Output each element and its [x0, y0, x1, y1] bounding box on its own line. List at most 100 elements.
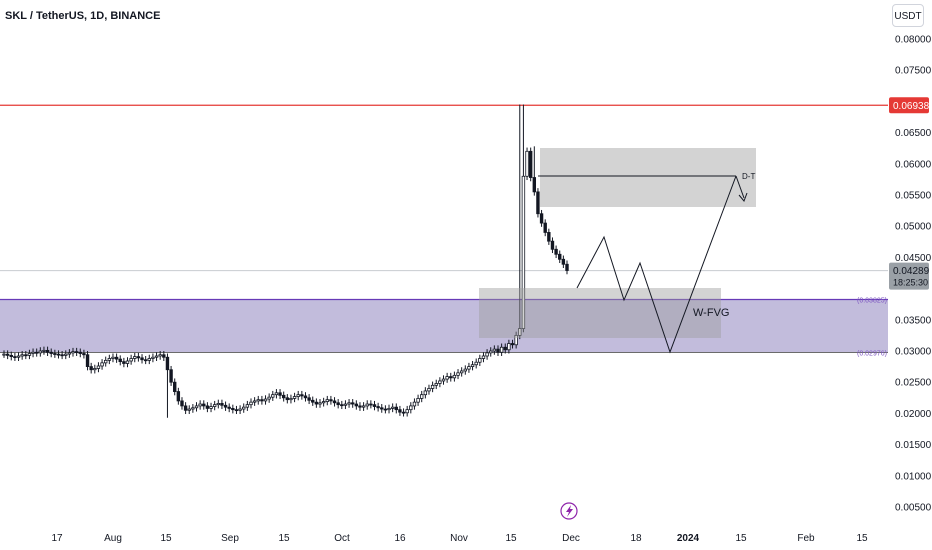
candle [427, 384, 431, 395]
candle [249, 398, 253, 409]
candle-body [220, 403, 224, 406]
candle-body [49, 351, 53, 354]
candle [521, 104, 526, 333]
candle [16, 352, 21, 361]
candle-body [478, 358, 482, 363]
candle-body [223, 404, 228, 408]
candle-body [365, 403, 369, 407]
y-tick-label: 0.02000 [895, 409, 932, 420]
x-tick-label: Aug [104, 533, 122, 544]
candle-body [492, 348, 497, 352]
candle [325, 395, 329, 406]
candle-body [314, 401, 319, 405]
x-tick-label: Nov [450, 533, 468, 544]
candle-body [187, 408, 191, 411]
candle-body [122, 361, 126, 364]
candle-body [118, 358, 122, 363]
candle-body [430, 384, 435, 389]
candle [452, 371, 457, 382]
candle [547, 228, 551, 245]
candle [96, 362, 101, 373]
candle [56, 350, 61, 359]
candle [238, 405, 242, 415]
candle [165, 353, 170, 418]
candle [71, 347, 75, 357]
candle-body [74, 351, 79, 354]
candle [143, 355, 148, 365]
candle-body [565, 263, 569, 271]
candle-body [438, 380, 442, 384]
candle [332, 397, 337, 407]
candle-body [281, 394, 286, 399]
candle [449, 372, 453, 382]
candle [154, 352, 159, 361]
candle-body [452, 374, 457, 379]
candle [361, 402, 366, 411]
candle-body [332, 400, 337, 404]
candle [223, 401, 228, 411]
candle [558, 250, 562, 264]
candle [358, 402, 362, 411]
candle [470, 360, 475, 371]
candle-body [104, 359, 108, 364]
lightning-icon-glyph [566, 505, 573, 517]
x-tick-label: 15 [856, 533, 868, 544]
candle [365, 400, 369, 410]
candle-body [532, 177, 537, 193]
candle-body [507, 343, 511, 351]
zones-layer [0, 104, 888, 353]
candle-body [285, 397, 290, 401]
candle [401, 408, 406, 417]
candle [212, 400, 217, 411]
candle-body [96, 365, 101, 369]
candle-body [405, 409, 409, 414]
arrow-shaft [735, 175, 745, 199]
candle-body [227, 406, 231, 409]
candle [42, 346, 46, 355]
candle-body [321, 401, 326, 404]
currency-button[interactable]: USDT [892, 4, 924, 27]
candle [209, 402, 213, 413]
candle [2, 350, 6, 358]
candle-body [561, 258, 566, 265]
candle-body [34, 351, 39, 354]
candle-body [325, 399, 329, 402]
candle-body [183, 405, 188, 411]
candle [289, 394, 293, 404]
candle [441, 375, 446, 385]
candle [536, 188, 540, 218]
candle [183, 402, 188, 415]
candle [416, 394, 420, 406]
x-tick-label: 15 [505, 533, 517, 544]
candle [122, 357, 126, 368]
candle-body [151, 356, 155, 359]
candle-body [42, 349, 46, 352]
candle [271, 390, 275, 401]
candle [376, 402, 380, 412]
candle-body [376, 406, 380, 409]
y-tick-label: 0.01000 [895, 471, 932, 482]
candle [347, 399, 351, 408]
candle-body [510, 343, 515, 346]
candle-body [100, 362, 104, 367]
candle [111, 353, 115, 363]
candle-body [260, 399, 264, 402]
y-tick-label: 0.00500 [895, 503, 932, 514]
candle [158, 351, 162, 360]
candle [13, 352, 17, 361]
countdown-label: 18:25:30 [893, 278, 928, 288]
y-tick-label: 0.02500 [895, 378, 932, 389]
candle-body [133, 356, 137, 359]
candle-body [238, 408, 242, 411]
y-tick-label: 0.06500 [895, 128, 932, 139]
candle [528, 147, 533, 182]
candle [550, 237, 555, 254]
x-tick-label: 16 [394, 533, 406, 544]
candle-body [528, 150, 533, 178]
candle-body [336, 402, 340, 406]
y-tick-label: 0.03000 [895, 347, 932, 358]
y-tick-label: 0.05000 [895, 222, 932, 233]
candle-body [300, 394, 304, 397]
candle [53, 349, 57, 358]
